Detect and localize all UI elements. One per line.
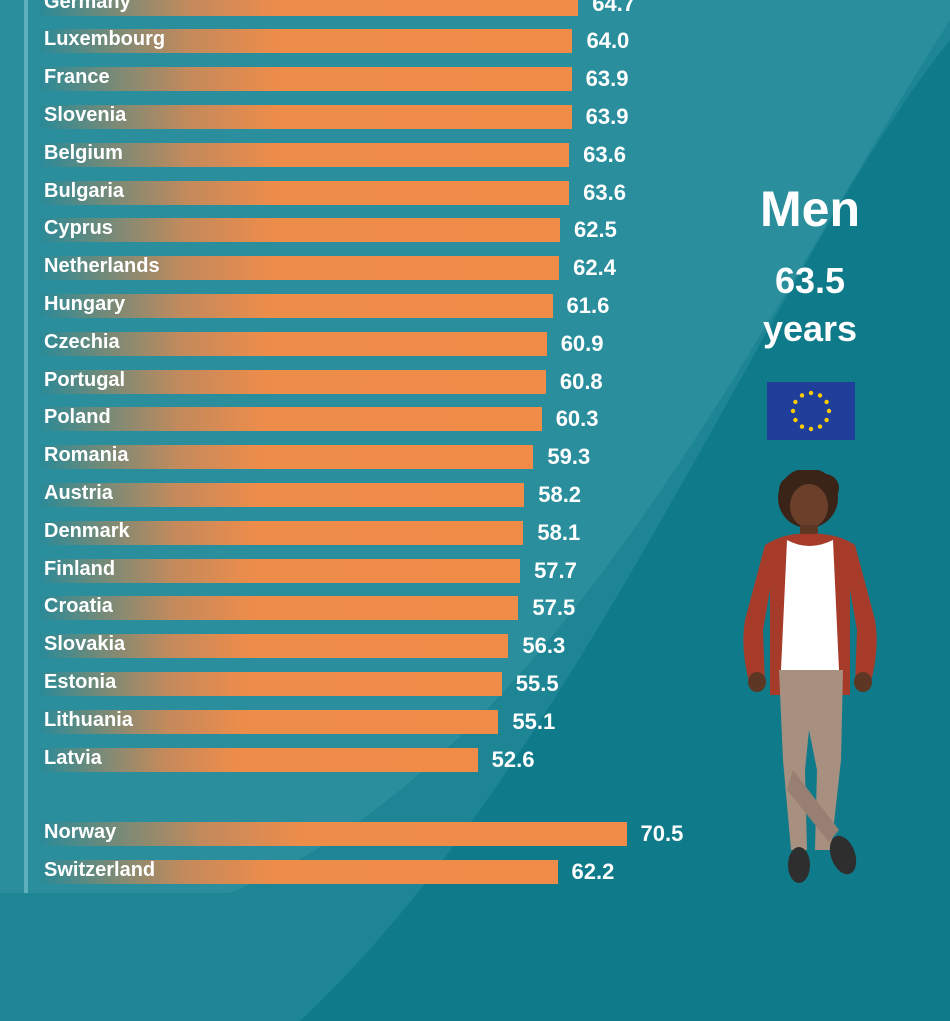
value-label: 70.5 xyxy=(640,821,684,846)
value-label: 60.3 xyxy=(555,406,599,431)
category-label: Hungary xyxy=(44,293,126,315)
category-label: Czechia xyxy=(44,331,120,353)
bar xyxy=(40,67,572,91)
bar xyxy=(40,634,509,658)
bar xyxy=(40,218,560,242)
category-label: Germany xyxy=(44,0,131,13)
star-icon xyxy=(824,399,829,405)
value-label: 59.3 xyxy=(547,444,591,469)
category-label: Cyprus xyxy=(44,217,113,239)
category-label: Luxembourg xyxy=(44,28,166,50)
category-label: Portugal xyxy=(44,369,126,391)
category-label: Slovenia xyxy=(44,104,127,126)
bar xyxy=(40,105,572,129)
bar xyxy=(40,748,478,772)
value-label: 63.9 xyxy=(585,66,629,91)
category-label: Lithuania xyxy=(44,709,133,731)
star-icon xyxy=(817,424,823,429)
bar xyxy=(40,483,525,507)
category-label: Poland xyxy=(44,406,111,428)
category-label: Austria xyxy=(44,482,113,504)
category-label: Netherlands xyxy=(44,255,160,277)
bar xyxy=(40,860,558,884)
star-icon xyxy=(808,390,814,396)
star-icon xyxy=(799,424,805,429)
axis-line xyxy=(24,0,28,893)
category-label: Slovakia xyxy=(44,633,126,655)
star-icon xyxy=(826,408,832,414)
value-label: 62.2 xyxy=(571,859,615,884)
value-label: 57.5 xyxy=(532,595,576,620)
category-label: Bulgaria xyxy=(44,180,125,202)
bar xyxy=(40,445,534,469)
star-icon xyxy=(824,417,829,423)
value-label: 64.7 xyxy=(592,0,636,16)
bar xyxy=(40,0,579,16)
summary-unit: years xyxy=(762,308,858,349)
value-label: 61.6 xyxy=(566,293,610,318)
value-label: 60.9 xyxy=(560,331,604,356)
eu-flag-icon xyxy=(767,382,855,440)
category-label: Croatia xyxy=(44,595,113,617)
star-icon xyxy=(793,417,798,423)
bar xyxy=(40,29,573,53)
summary-panel: Men 63.5 years xyxy=(740,180,880,350)
value-label: 55.1 xyxy=(512,709,556,734)
summary-title: Men xyxy=(760,181,860,237)
category-label: Belgium xyxy=(44,142,123,164)
value-label: 62.4 xyxy=(573,255,616,280)
value-label: 56.3 xyxy=(522,633,566,658)
bar xyxy=(40,559,521,583)
category-label: Norway xyxy=(44,821,117,843)
summary-value: 63.5 xyxy=(774,260,846,301)
star-icon xyxy=(799,393,805,398)
value-label: 63.6 xyxy=(583,142,626,167)
bar xyxy=(40,332,547,356)
bar xyxy=(40,521,524,545)
category-label: Latvia xyxy=(44,747,102,769)
star-icon xyxy=(808,426,814,432)
value-label: 63.9 xyxy=(585,104,629,129)
category-label: France xyxy=(44,66,110,88)
value-label: 64.0 xyxy=(586,28,630,53)
bar xyxy=(40,294,553,318)
bar xyxy=(40,822,627,846)
bar xyxy=(40,596,519,620)
value-label: 52.6 xyxy=(491,747,535,772)
category-label: Switzerland xyxy=(44,859,156,881)
bar xyxy=(40,143,570,167)
star-icon xyxy=(790,408,796,414)
value-label: 57.7 xyxy=(534,558,577,583)
bar xyxy=(40,181,570,205)
value-label: 55.5 xyxy=(515,671,559,696)
bar xyxy=(40,256,560,280)
category-label: Estonia xyxy=(44,671,117,693)
bar xyxy=(40,370,546,394)
value-label: 58.1 xyxy=(537,520,581,545)
star-icon xyxy=(817,393,823,398)
man-figure-illustration xyxy=(743,470,877,883)
category-label: Denmark xyxy=(44,520,130,542)
bar xyxy=(40,407,542,431)
category-label: Romania xyxy=(44,444,129,466)
value-label: 60.8 xyxy=(559,369,603,394)
value-label: 63.6 xyxy=(583,180,626,205)
bar xyxy=(40,672,502,696)
value-label: 58.2 xyxy=(538,482,582,507)
bar xyxy=(40,710,499,734)
star-icon xyxy=(793,399,798,405)
category-label: Finland xyxy=(44,558,116,580)
value-label: 62.5 xyxy=(574,217,617,242)
